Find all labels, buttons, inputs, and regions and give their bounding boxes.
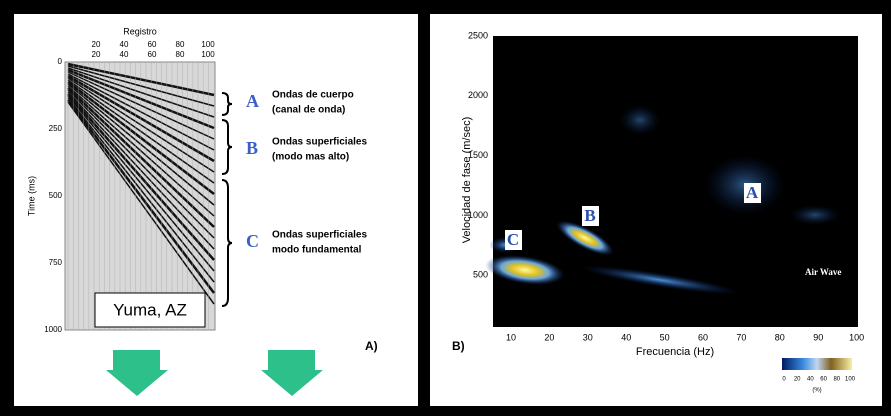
colorbar-tick-label: 60 — [820, 377, 827, 383]
top-tick-label: 20 — [92, 50, 101, 59]
y-tick-label: 2000 — [468, 90, 488, 100]
mode-label-bg — [582, 206, 599, 226]
brace — [221, 119, 233, 175]
x-title: Frecuencia (Hz) — [636, 346, 714, 358]
y-tick-label: 250 — [49, 124, 63, 133]
top-tick-label: 80 — [176, 50, 185, 59]
annotation-text: Ondas de cuerpo — [272, 90, 354, 101]
annotation-text: (modo mas alto) — [272, 152, 349, 163]
mode-label-bg — [744, 183, 761, 203]
x-tick-label: 20 — [544, 332, 554, 342]
colorbar-tick-label: 80 — [833, 377, 840, 383]
annotation-text: Ondas superficiales — [272, 137, 367, 148]
top-tick-label: 80 — [176, 40, 185, 49]
annotation-letter: A — [246, 91, 259, 111]
y-tick-label: 500 — [49, 191, 63, 200]
colorbar-tick-label: 0 — [782, 377, 786, 383]
colorbar — [782, 358, 852, 370]
colorbar-tick-label: 20 — [794, 377, 801, 383]
air-wave-label: Air Wave — [805, 267, 841, 277]
brace — [221, 179, 233, 307]
arrow — [261, 350, 323, 396]
y-tick-label: 500 — [473, 270, 488, 280]
y-tick-label: 2500 — [468, 30, 488, 40]
site-box — [94, 292, 206, 328]
panel-label: A) — [365, 339, 378, 353]
x-tick-label: 60 — [698, 332, 708, 342]
top-tick-label: 20 — [92, 40, 101, 49]
colorbar-tick-label: 40 — [807, 377, 814, 383]
annotation-text: Ondas superficiales — [272, 230, 367, 241]
annotation-text: modo fundamental — [272, 245, 362, 256]
mode-label: A — [746, 183, 759, 202]
top-tick-label: 40 — [120, 50, 129, 59]
site-label: Yuma, AZ — [113, 300, 187, 319]
colorbar-tick-label: 100 — [845, 377, 856, 383]
x-tick-label: 30 — [583, 332, 593, 342]
panel-label: B) — [452, 339, 465, 353]
y-tick-label: 750 — [49, 258, 63, 267]
mode-label: B — [584, 206, 595, 225]
top-tick-label: 60 — [148, 40, 157, 49]
top-tick-label: 60 — [148, 50, 157, 59]
seismic-traces — [67, 62, 215, 329]
colorbar-unit: (%) — [812, 388, 821, 394]
brace — [221, 92, 233, 116]
annotation-text: (canal de onda) — [272, 105, 345, 116]
x-tick-label: 50 — [660, 332, 670, 342]
top-tick-label: 100 — [201, 40, 215, 49]
top-title: Registro — [123, 26, 157, 36]
energy — [485, 105, 840, 295]
mode-label-bg — [505, 230, 522, 250]
annotation-letter: C — [246, 231, 259, 251]
y-tick-label: 0 — [58, 57, 63, 66]
y-tick-label: 1000 — [468, 210, 488, 220]
x-tick-label: 90 — [813, 332, 823, 342]
y-title: Velocidad de fase (m/sec) — [461, 117, 473, 244]
y-title: Time (ms) — [26, 176, 36, 216]
y-tick-label: 1500 — [468, 150, 488, 160]
x-tick-label: 70 — [736, 332, 746, 342]
x-tick-label: 80 — [775, 332, 785, 342]
top-tick-label: 100 — [201, 50, 215, 59]
x-tick-label: 100 — [849, 332, 864, 342]
x-tick-label: 40 — [621, 332, 631, 342]
y-tick-label: 1000 — [44, 325, 62, 334]
x-tick-label: 10 — [506, 332, 516, 342]
annotation-letter: B — [246, 138, 258, 158]
top-tick-label: 40 — [120, 40, 129, 49]
arrow — [106, 350, 168, 396]
mode-label: C — [507, 230, 519, 249]
